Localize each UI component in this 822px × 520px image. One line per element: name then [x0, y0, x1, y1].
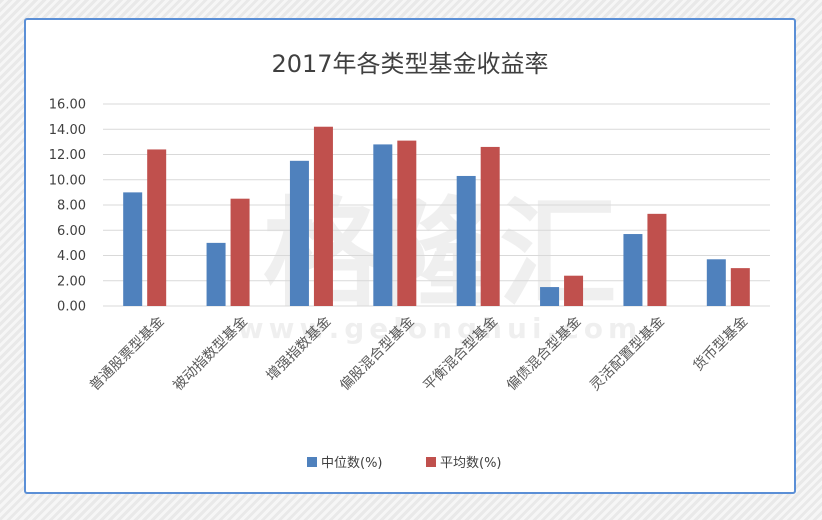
chart-title: 2017年各类型基金收益率	[271, 50, 548, 78]
bar-mean	[313, 126, 333, 306]
legend: 中位数(%) 平均数(%)	[307, 456, 502, 471]
bar-mean	[397, 140, 417, 306]
bar-median	[289, 160, 309, 306]
watermark-url: www.gelonghui.com	[238, 312, 642, 345]
y-tick-label: 0.00	[57, 300, 86, 315]
bar-mean	[230, 198, 250, 306]
legend-swatch	[307, 457, 317, 467]
y-tick-label: 4.00	[57, 249, 86, 264]
bar-median	[623, 234, 643, 306]
bar-median	[206, 242, 226, 306]
bar-mean	[147, 149, 167, 306]
legend-swatch	[426, 457, 436, 467]
y-tick-label: 10.00	[49, 173, 86, 188]
y-tick-label: 8.00	[57, 199, 86, 214]
y-tick-label: 12.00	[49, 148, 86, 163]
bar-median	[540, 287, 560, 306]
bar-mean	[564, 275, 584, 306]
y-tick-label: 16.00	[49, 98, 86, 113]
bars	[123, 126, 750, 306]
bar-median	[456, 175, 476, 306]
bar-median	[373, 144, 393, 306]
bar-mean	[480, 146, 500, 306]
bar-mean	[647, 213, 667, 306]
y-tick-label: 14.00	[49, 123, 86, 138]
y-tick-label: 2.00	[57, 274, 86, 289]
x-tick-label: 被动指数型基金	[170, 313, 251, 394]
x-tick-label: 普通股票型基金	[86, 313, 167, 394]
bar-mean	[730, 268, 750, 306]
y-axis-ticks: 0.00 2.00 4.00 6.00 8.00 10.00 12.00 14.00 16.00	[49, 98, 86, 315]
legend-label: 中位数(%)	[321, 456, 383, 471]
x-tick-label: 货币型基金	[690, 313, 752, 375]
bar-median	[123, 192, 143, 306]
y-tick-label: 6.00	[57, 224, 86, 239]
bar-median	[706, 259, 726, 306]
legend-label: 平均数(%)	[440, 456, 502, 471]
